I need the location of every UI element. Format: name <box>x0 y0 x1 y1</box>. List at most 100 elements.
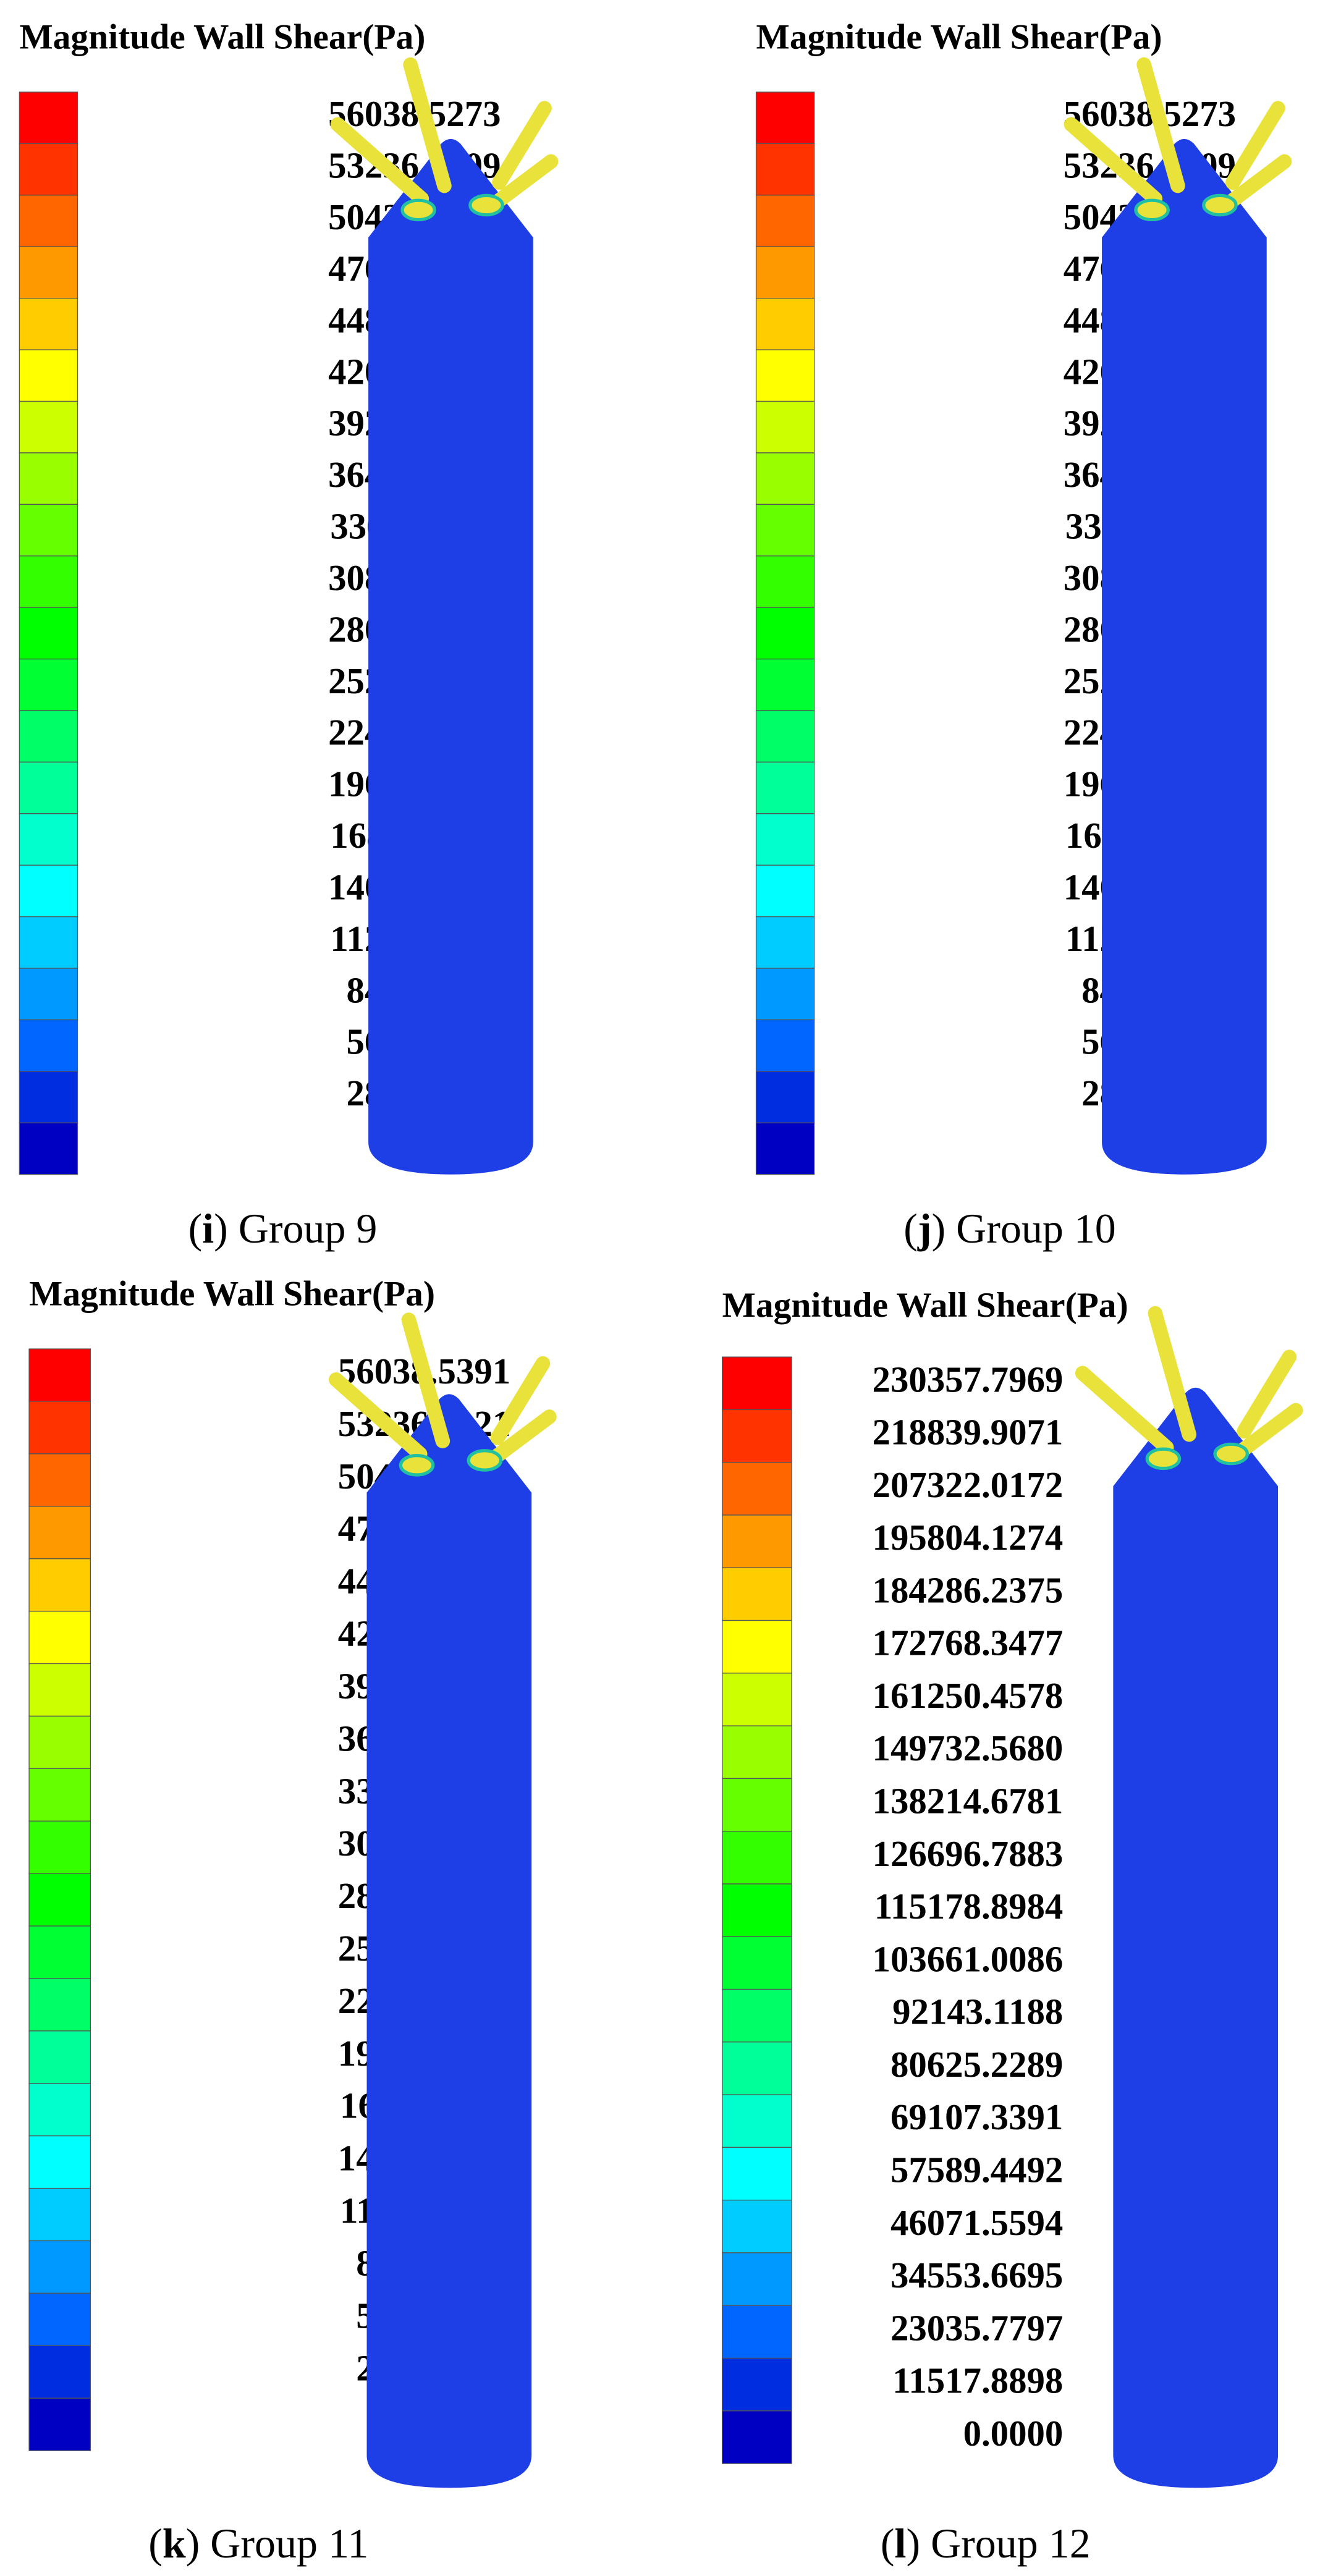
legend-band <box>755 400 815 454</box>
legend-band <box>19 1019 78 1072</box>
legend-band <box>755 710 815 763</box>
legend-band <box>19 143 78 196</box>
legend-band <box>722 2357 792 2412</box>
legend-band <box>28 2397 91 2451</box>
legend-band <box>28 1663 91 1717</box>
legend-label: 103661.0086 <box>873 1939 1064 1979</box>
legend-band <box>28 1401 91 1455</box>
nozzle <box>1136 57 1185 193</box>
legend-band <box>755 813 815 866</box>
legend-label: 57589.4492 <box>890 2150 1063 2190</box>
legend-band <box>28 1715 91 1769</box>
legend-band <box>722 1725 792 1780</box>
caption: (k) Group 11 <box>148 2520 368 2567</box>
nozzle <box>485 154 559 213</box>
legend-band <box>28 2345 91 2399</box>
legend-band <box>755 658 815 711</box>
legend-band <box>755 143 815 196</box>
legend-band <box>755 91 815 145</box>
legend-band <box>19 504 78 557</box>
legend-band <box>28 2083 91 2137</box>
legend-band <box>755 968 815 1021</box>
legend-band <box>19 658 78 711</box>
legend-label: 184286.2375 <box>873 1570 1064 1610</box>
legend-band <box>28 2240 91 2294</box>
legend-band <box>28 2292 91 2346</box>
legend-band <box>19 452 78 505</box>
nozzle <box>1230 1403 1303 1461</box>
legend-band <box>722 1988 792 2043</box>
legend-band <box>28 1506 91 1560</box>
legend-label: 161250.4578 <box>873 1676 1064 1716</box>
nozzle <box>1225 101 1285 190</box>
inlet <box>467 1449 503 1472</box>
legend-band <box>722 1831 792 1885</box>
legend-band <box>19 968 78 1021</box>
legend-band <box>19 761 78 814</box>
legend-band <box>722 2199 792 2253</box>
legend-band <box>722 2147 792 2201</box>
nozzle <box>492 101 552 190</box>
inlet <box>468 193 504 217</box>
nozzle <box>401 1312 451 1448</box>
legend-band <box>19 864 78 918</box>
legend-label: 195804.1274 <box>873 1518 1064 1558</box>
legend-band <box>722 2410 792 2464</box>
nozzle <box>1237 1349 1297 1439</box>
legend-title: Magnitude Wall Shear(Pa) <box>19 17 425 56</box>
nozzle <box>329 1372 428 1461</box>
inlet <box>1202 193 1238 217</box>
legend-label: 0.0000 <box>963 2413 1064 2454</box>
legend-band <box>755 761 815 814</box>
legend-band <box>722 1883 792 1937</box>
legend-band <box>28 2187 91 2242</box>
legend-band <box>722 2042 792 2095</box>
legend-band <box>755 1019 815 1072</box>
legend-label: 172768.3477 <box>873 1623 1064 1663</box>
legend-title: Magnitude Wall Shear(Pa) <box>756 17 1162 56</box>
legend-band <box>28 1348 91 1402</box>
legend-band <box>722 1409 792 1463</box>
legend-band <box>19 246 78 299</box>
legend-label: 34553.6695 <box>890 2255 1063 2295</box>
legend-band <box>722 1673 792 1726</box>
vessel <box>366 1394 532 2488</box>
legend-label: 11517.8898 <box>892 2361 1063 2401</box>
caption-letter: k <box>163 2520 186 2567</box>
legend-label: 92143.1188 <box>892 1992 1063 2032</box>
legend-band <box>28 2135 91 2189</box>
legend-band <box>19 400 78 454</box>
legend-band <box>755 298 815 350</box>
caption-letter: j <box>917 1204 932 1251</box>
legend-band <box>755 349 815 402</box>
legend-band <box>19 91 78 145</box>
nozzle <box>403 57 452 193</box>
caption-text: ) Group 11 <box>186 2520 369 2567</box>
legend-band <box>755 246 815 299</box>
legend-band <box>755 607 815 660</box>
caption-letter: i <box>202 1204 214 1251</box>
legend-band <box>28 1453 91 1507</box>
legend-label: 115178.8984 <box>874 1886 1064 1927</box>
legend-band <box>755 916 815 969</box>
legend-band <box>19 1071 78 1123</box>
nozzle <box>1075 1366 1174 1455</box>
legend-band <box>722 1462 792 1516</box>
caption-text: ) Group 10 <box>932 1204 1116 1251</box>
legend-label: 207322.0172 <box>873 1465 1064 1505</box>
legend-band <box>28 1558 91 1612</box>
legend-band <box>722 1567 792 1621</box>
inlet <box>1134 198 1170 222</box>
legend-label: 138214.6781 <box>873 1781 1064 1822</box>
legend-band <box>722 1514 792 1568</box>
nozzle <box>330 117 429 206</box>
legend-label: 46071.5594 <box>890 2203 1063 2243</box>
caption-open: ( <box>881 2520 895 2567</box>
legend-band <box>722 1778 792 1832</box>
legend-label: 126696.7883 <box>873 1834 1064 1874</box>
legend-band <box>19 916 78 969</box>
vessel <box>1102 138 1267 1175</box>
caption-letter: l <box>895 2520 907 2567</box>
